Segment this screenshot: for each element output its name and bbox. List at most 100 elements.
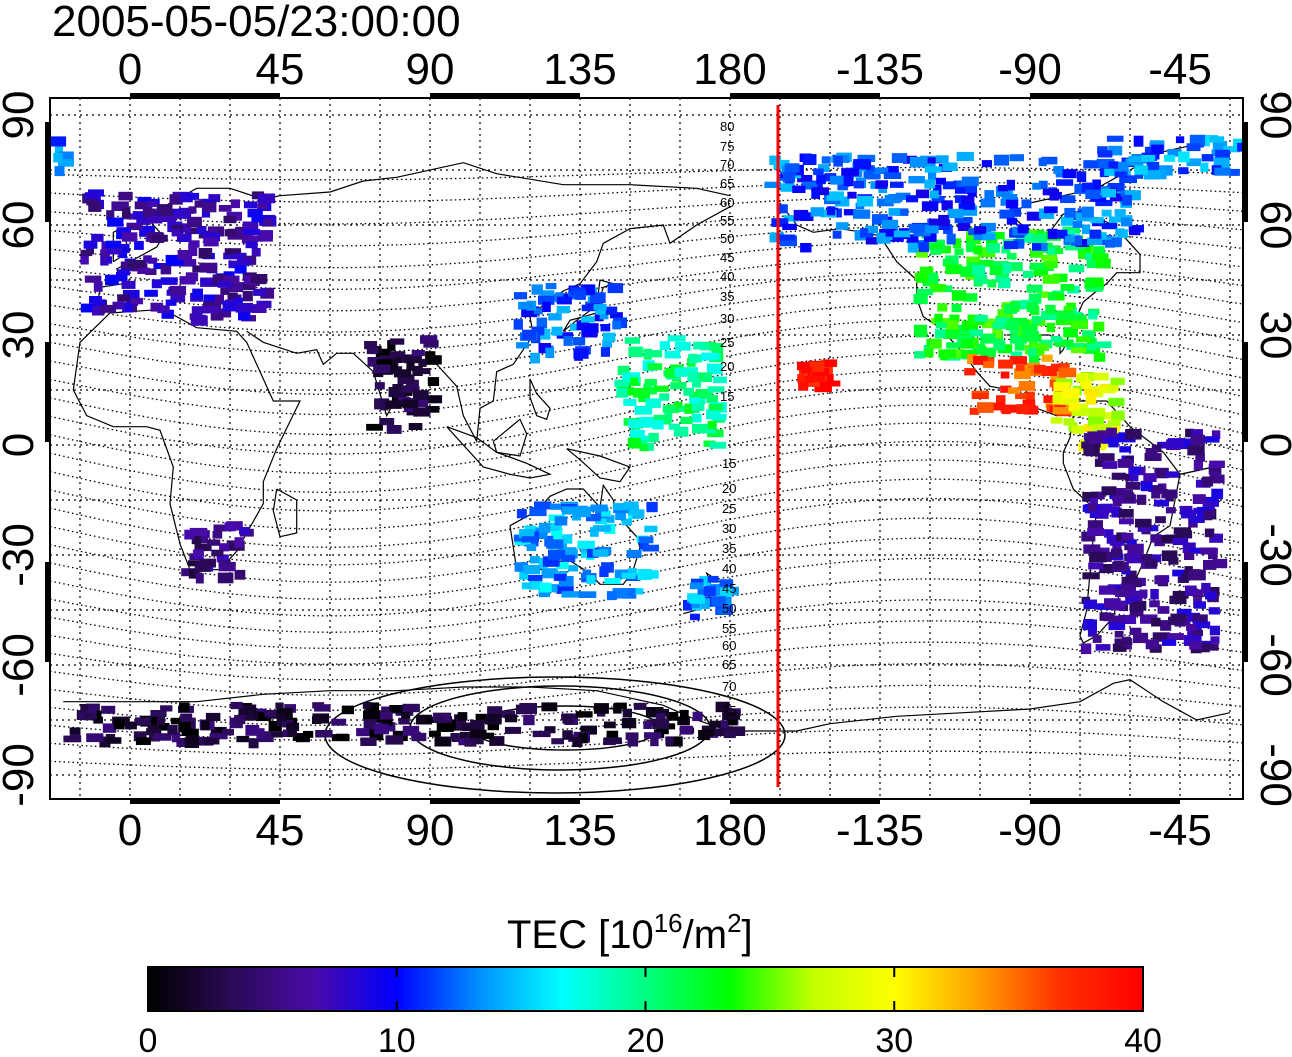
mlat-label-south: 75 — [722, 703, 736, 718]
tec-cell — [1080, 380, 1092, 390]
tec-cell — [837, 179, 848, 191]
tec-cell — [1097, 430, 1109, 438]
tec-cell — [814, 381, 832, 393]
tec-cell — [711, 596, 726, 607]
tec-cell — [621, 588, 637, 599]
tec-cell — [797, 374, 806, 383]
tec-cell — [203, 232, 221, 242]
tec-cell — [1127, 543, 1144, 554]
tec-cell — [224, 522, 236, 532]
tec-cell — [1084, 244, 1094, 256]
tec-cell — [410, 398, 429, 408]
tec-cell — [928, 171, 937, 180]
tec-cell — [1125, 594, 1139, 605]
tec-cell — [973, 245, 983, 255]
tec-cell — [1129, 474, 1139, 481]
tec-cell — [644, 732, 662, 739]
tec-cell — [707, 575, 719, 583]
tec-cell — [1093, 246, 1105, 256]
tec-cell — [1111, 237, 1122, 247]
tec-cell — [1089, 497, 1098, 506]
tec-cell — [504, 714, 518, 723]
tec-cell — [1154, 575, 1166, 585]
tec-cell — [434, 736, 452, 747]
tec-cell — [577, 540, 595, 549]
tec-cell — [1169, 595, 1187, 605]
tec-cell — [617, 365, 630, 376]
tec-cell — [1058, 363, 1070, 370]
tec-cell — [1190, 547, 1203, 554]
tec-cell — [1042, 274, 1060, 284]
tec-cell — [331, 734, 350, 742]
tec-cell — [971, 264, 986, 276]
tec-cell — [1043, 395, 1059, 403]
tec-cell — [1095, 258, 1111, 269]
tec-cell — [724, 711, 741, 720]
tec-cell — [919, 266, 934, 274]
tec-cell — [556, 296, 572, 305]
tec-cell — [638, 536, 654, 544]
tec-cell — [175, 210, 192, 219]
tec-cell — [687, 372, 700, 383]
tec-cell — [1036, 291, 1049, 298]
tec-cell — [692, 711, 703, 722]
tec-cell — [105, 240, 122, 249]
tec-cell — [601, 306, 618, 315]
tec-cell — [1094, 458, 1105, 467]
tec-cell — [727, 716, 737, 726]
tec-cell — [1195, 453, 1205, 462]
tec-cell — [1143, 473, 1157, 482]
tec-cell — [188, 245, 198, 257]
latitude-tick-label: 60 — [0, 201, 43, 250]
tec-cell — [1006, 252, 1017, 260]
tec-cell — [1106, 135, 1124, 142]
tec-cell — [188, 206, 197, 214]
tec-cell — [519, 529, 535, 538]
tec-cell — [1016, 404, 1029, 415]
tec-cell — [542, 301, 551, 313]
mlat-label-north: 75 — [720, 139, 734, 154]
tec-cell — [1071, 407, 1088, 417]
tec-cell — [951, 303, 962, 313]
left-latitude-tick-labels: 90 60 30 0 -30 -60 -90 — [0, 91, 43, 807]
tec-cell — [697, 372, 705, 380]
coastline — [446, 426, 552, 479]
tec-cell — [945, 264, 963, 275]
mlat-label-south: 35 — [722, 541, 736, 556]
mlat-contour — [50, 478, 1243, 566]
tec-cell — [799, 212, 814, 221]
tec-cell — [1161, 550, 1178, 562]
tec-cell — [551, 528, 563, 540]
tec-cell — [556, 306, 570, 314]
tec-cell — [802, 154, 817, 165]
tec-cell — [590, 504, 608, 512]
tec-cell — [1064, 207, 1076, 218]
tec-cell — [1203, 436, 1220, 443]
tec-cell — [995, 273, 1009, 283]
longitude-tick-label: -135 — [836, 45, 924, 94]
tec-cell — [1155, 516, 1166, 524]
tec-cell — [644, 379, 657, 387]
tec-cell — [1092, 253, 1109, 261]
tec-cell — [218, 205, 232, 212]
tec-cell — [908, 223, 925, 233]
tec-cell — [404, 354, 422, 364]
tec-cell — [572, 337, 586, 346]
tec-cell — [99, 736, 111, 748]
tec-cell — [287, 729, 297, 738]
mlat-label-north: 35 — [720, 289, 734, 304]
tec-cell — [1065, 235, 1075, 243]
tec-cell — [630, 377, 639, 386]
tec-cell — [1071, 236, 1082, 246]
tec-cell — [1055, 339, 1074, 347]
longitude-tick-label: -45 — [1148, 45, 1212, 94]
tec-cell — [1157, 441, 1175, 449]
tec-cell — [1144, 453, 1162, 461]
tec-cell — [1192, 614, 1208, 624]
tec-cell — [980, 198, 996, 208]
tec-cell — [876, 232, 886, 244]
tec-cell — [969, 329, 983, 337]
mlat-contour — [50, 166, 1243, 181]
tec-cell — [657, 708, 669, 717]
tec-cell — [1088, 503, 1097, 512]
